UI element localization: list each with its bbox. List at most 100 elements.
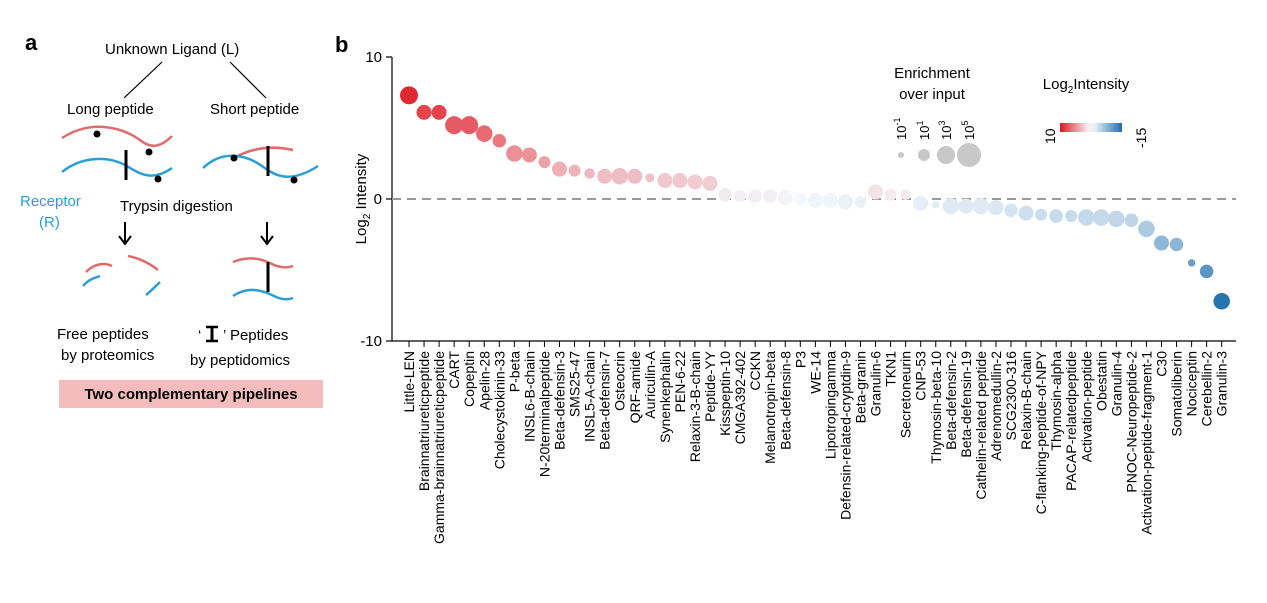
x-tick-label: Melanotropin-beta (762, 351, 778, 464)
y-tick-label: -10 (360, 333, 382, 350)
x-tick-label: Synenkephalin (657, 351, 673, 443)
data-point (645, 173, 655, 183)
data-point (597, 168, 613, 184)
x-tick-label: PEN-6-22 (672, 351, 688, 413)
free-peptide-fragment (85, 262, 113, 273)
data-point (492, 134, 507, 148)
ligand-connector-right (229, 61, 267, 99)
data-point (748, 189, 762, 203)
x-tick-label: Beta-defensin-2 (943, 351, 959, 450)
data-point (900, 189, 911, 200)
data-point (687, 174, 703, 190)
data-point (460, 116, 479, 135)
x-tick-label: TKN1 (883, 351, 899, 387)
cleavage-site-dot (145, 148, 153, 156)
data-point (1065, 210, 1078, 223)
receptor-strand-right (202, 154, 319, 178)
size-legend-label: 101 (915, 121, 932, 140)
unknown-ligand-label: Unknown Ligand (L) (105, 41, 240, 58)
data-point (988, 200, 1004, 216)
data-point (1138, 220, 1155, 238)
by-peptidomics-label: by peptidomics (190, 352, 291, 369)
peptides-label: ’ Peptides (223, 327, 289, 344)
x-tick-label: Brainnatriureticpeptide (416, 351, 432, 491)
size-legend-label: 105 (960, 121, 977, 140)
intensity-legend-pre: Log (1043, 76, 1068, 93)
long-peptide-label: Long peptide (67, 101, 154, 118)
x-tick-label: PNOC-Neuropeptide-2 (1123, 351, 1139, 493)
x-tick-label: WE-14 (807, 351, 823, 394)
y-axis-label-sub: 2 (362, 213, 373, 219)
x-tick-label: Cholecystokinin-33 (491, 351, 507, 469)
cleavage-site-dot (290, 176, 298, 184)
size-legend-base: 10 (917, 126, 932, 140)
x-tick-label: Little-LEN (401, 351, 417, 412)
cleavage-site-dot (230, 154, 238, 162)
size-legend-dot (898, 152, 904, 158)
x-tick-label: INSL5-A-chain (582, 351, 598, 442)
x-tick-label: P3 (792, 351, 808, 368)
data-point (416, 104, 432, 120)
data-point (854, 195, 867, 208)
size-legend-dot (918, 149, 930, 161)
x-tick-label: Kisspeptin-10 (717, 351, 733, 436)
y-axis-label-post: Intensity (353, 153, 370, 214)
data-point (672, 173, 688, 189)
data-point (972, 197, 990, 215)
data-point (794, 193, 807, 205)
free-peptides-label: Free peptides (57, 326, 149, 343)
x-tick-label: Granulin-3 (1214, 351, 1230, 417)
data-point (627, 168, 643, 184)
data-point (568, 164, 581, 177)
enrichment-legend-title-2: over input (899, 86, 966, 103)
x-tick-label: Copeptin (461, 351, 477, 407)
x-tick-label: P-beta (506, 351, 522, 392)
data-point (1108, 210, 1125, 228)
x-tick-label: N-20terminalpeptide (536, 351, 552, 477)
data-point (734, 190, 747, 203)
y-axis-label: Log2 Intensity (353, 153, 373, 244)
size-legend-base: 10 (939, 126, 954, 140)
data-point (1199, 264, 1214, 279)
x-tick-label: Somatoliberin (1169, 351, 1185, 437)
data-point (868, 184, 884, 200)
size-legend-exponent: -1 (892, 118, 902, 126)
x-tick-label: Beta-defensin-7 (597, 351, 613, 450)
intensity-legend-sub: 2 (1068, 85, 1074, 96)
data-point (400, 86, 418, 105)
data-point (807, 192, 823, 208)
size-legend-dot (957, 143, 981, 167)
trypsin-digestion-label: Trypsin digestion (120, 198, 233, 215)
x-tick-label: Osteocrin (612, 351, 628, 411)
data-point (1213, 292, 1230, 310)
data-point (932, 200, 940, 209)
intensity-legend-post: Intensity (1073, 76, 1129, 93)
data-point (1035, 208, 1048, 221)
free-peptide-fragment (127, 254, 159, 271)
cleavage-site-dot (154, 175, 162, 183)
two-pipelines-banner: Two complementary pipelines (59, 380, 323, 408)
short-peptide-label: Short peptide (210, 101, 300, 118)
data-point (1049, 209, 1063, 223)
x-tick-label: SCG2300-316 (1003, 351, 1019, 441)
data-point (431, 104, 447, 120)
x-tick-label: PACAP-relatedpeptide (1063, 351, 1079, 491)
receptor-fragment (82, 274, 101, 287)
size-legend-exponent: 3 (937, 121, 947, 126)
x-tick-label: C-flanking-peptide-of-NPY (1033, 350, 1049, 514)
x-tick-label: QRF-amide (627, 351, 643, 424)
data-point (1078, 209, 1095, 226)
panel-a-schematic (61, 61, 319, 343)
data-point (506, 145, 523, 162)
data-point (958, 198, 974, 214)
panel-a-letter: a (25, 30, 38, 55)
data-point (763, 189, 777, 203)
x-tick-label: Thymosin-beta-10 (928, 351, 944, 464)
y-tick-label: 10 (365, 49, 382, 66)
data-point (1018, 205, 1034, 221)
x-tick-label: C30 (1154, 351, 1170, 377)
data-point (837, 194, 853, 210)
bound-receptor-fragment (232, 288, 294, 301)
x-tick-label: Cathelin-related peptide (973, 351, 989, 500)
